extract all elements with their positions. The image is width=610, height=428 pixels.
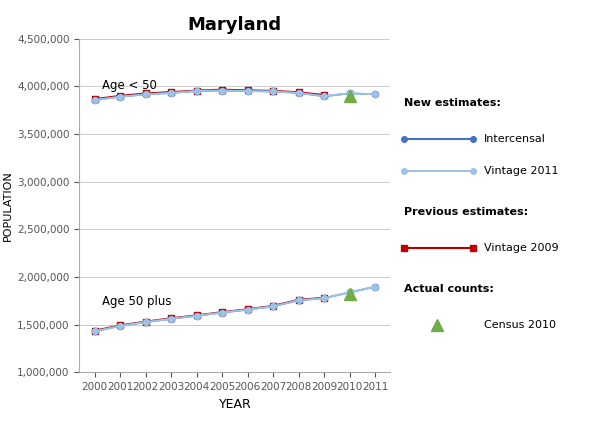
Y-axis label: POPULATION: POPULATION — [3, 170, 13, 241]
Text: Intercensal: Intercensal — [484, 134, 545, 144]
Text: Previous estimates:: Previous estimates: — [404, 207, 528, 217]
Text: New estimates:: New estimates: — [404, 98, 501, 108]
X-axis label: YEAR: YEAR — [218, 398, 251, 410]
Text: Age < 50: Age < 50 — [102, 79, 157, 92]
Text: Actual counts:: Actual counts: — [404, 284, 493, 294]
Text: Vintage 2011: Vintage 2011 — [484, 166, 558, 176]
Text: Age 50 plus: Age 50 plus — [102, 294, 172, 308]
Text: Vintage 2009: Vintage 2009 — [484, 243, 558, 253]
Title: Maryland: Maryland — [188, 16, 282, 34]
Text: Census 2010: Census 2010 — [484, 320, 556, 330]
